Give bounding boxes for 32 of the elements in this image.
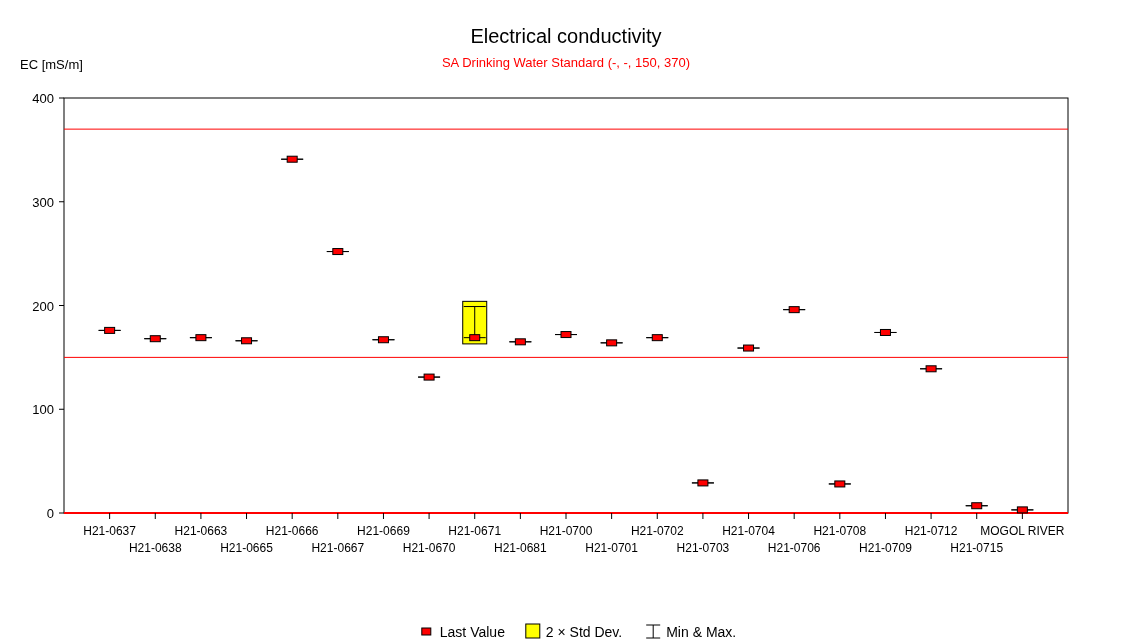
y-axis-title: EC [mS/m] bbox=[20, 57, 83, 72]
y-tick-label: 400 bbox=[32, 91, 54, 106]
x-tick-label: H21-0669 bbox=[357, 524, 411, 538]
x-tick-label: H21-0681 bbox=[494, 541, 548, 555]
x-tick-label: H21-0709 bbox=[859, 541, 913, 555]
x-tick-label: H21-0638 bbox=[128, 541, 182, 555]
x-tick-label: H21-0663 bbox=[174, 524, 228, 538]
x-tick-label: H21-0708 bbox=[813, 524, 867, 538]
x-tick-label: H21-0671 bbox=[448, 524, 502, 538]
text: Min & Max. bbox=[666, 624, 737, 639]
y-tick-label: 0 bbox=[46, 506, 54, 521]
x-tick-label: H21-0700 bbox=[539, 524, 593, 538]
chart-subtitle: SA Drinking Water Standard (-, -, 150, 370) bbox=[441, 55, 691, 70]
x-tick-label: H21-0706 bbox=[767, 541, 821, 555]
legend-label: 2 × Std Dev. bbox=[545, 624, 623, 639]
y-tick-label: 300 bbox=[32, 194, 54, 210]
y-tick-label: 200 bbox=[32, 298, 54, 314]
x-tick-label: H21-0666 bbox=[265, 524, 319, 538]
x-tick-label: H21-0665 bbox=[220, 541, 274, 555]
x-tick-label: MOGOL RIVER bbox=[980, 524, 1065, 538]
x-tick-label: H21-0701 bbox=[585, 541, 639, 555]
chart-title: Electrical conductivity bbox=[470, 25, 662, 47]
x-tick-label: H21-0670 bbox=[402, 541, 456, 555]
legend-label: Last Value bbox=[439, 624, 506, 639]
x-tick-label: H21-0715 bbox=[950, 541, 1004, 555]
x-tick-label: H21-0667 bbox=[311, 541, 365, 555]
x-tick-label: H21-0637 bbox=[83, 524, 137, 538]
x-tick-label: H21-0703 bbox=[676, 541, 730, 555]
x-tick-label: H21-0712 bbox=[904, 524, 958, 538]
y-tick-label: 100 bbox=[32, 402, 54, 418]
x-tick-label: H21-0702 bbox=[630, 524, 684, 538]
x-tick-label: H21-0704 bbox=[722, 524, 776, 538]
